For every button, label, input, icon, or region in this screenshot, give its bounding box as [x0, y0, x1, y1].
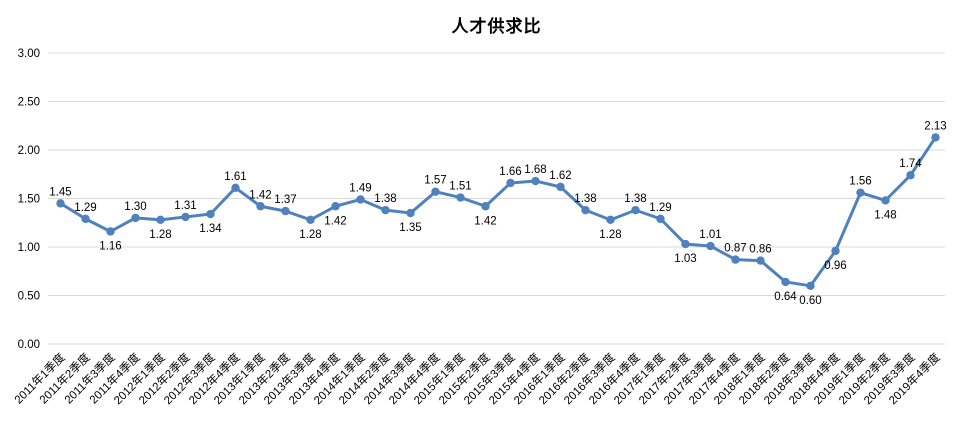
- data-point-label: 1.28: [599, 229, 621, 241]
- data-point-label: 1.42: [474, 215, 496, 227]
- data-point-marker: [156, 215, 165, 225]
- data-point-label: 1.28: [299, 229, 321, 241]
- data-point-marker: [506, 178, 515, 188]
- data-point-marker: [556, 182, 565, 192]
- data-point-label: 1.37: [274, 194, 296, 206]
- data-point-marker: [206, 209, 215, 219]
- data-point-marker: [781, 277, 790, 287]
- data-point-label: 1.34: [199, 223, 222, 235]
- data-point-label: 1.38: [574, 193, 596, 205]
- chart-title: 人才供求比: [451, 17, 542, 36]
- data-point-marker: [881, 196, 890, 205]
- data-point-marker: [656, 214, 665, 224]
- data-point-label: 0.86: [749, 244, 771, 256]
- data-point-label: 1.66: [499, 166, 521, 178]
- data-point-label: 1.38: [624, 193, 646, 205]
- data-point-marker: [256, 202, 265, 211]
- data-point-marker: [131, 213, 140, 223]
- data-point-marker: [481, 202, 490, 211]
- data-point-label: 1.61: [224, 171, 246, 183]
- data-point-label: 1.45: [49, 186, 71, 198]
- data-point-label: 1.29: [74, 202, 96, 214]
- y-axis-tick-label: 0.50: [18, 291, 40, 303]
- data-point-label: 1.35: [399, 222, 421, 234]
- y-axis-tick-label: 2.50: [18, 97, 40, 109]
- data-point-marker: [406, 208, 415, 218]
- data-point-marker: [331, 202, 340, 211]
- data-point-marker: [356, 195, 365, 204]
- data-point-marker: [806, 281, 815, 290]
- data-point-label: 1.03: [674, 253, 696, 265]
- data-point-marker: [306, 215, 315, 225]
- y-axis-tick-label: 3.00: [18, 48, 40, 60]
- data-point-label: 1.62: [549, 170, 571, 182]
- data-point-label: 1.42: [324, 215, 346, 227]
- y-axis-tick-label: 1.50: [18, 194, 40, 206]
- data-point-marker: [431, 187, 440, 196]
- data-point-label: 1.30: [124, 201, 146, 213]
- data-point-label: 1.29: [649, 202, 671, 214]
- data-point-label: 1.16: [99, 240, 121, 252]
- data-point-label: 1.31: [174, 200, 196, 212]
- data-point-marker: [181, 212, 190, 222]
- data-point-marker: [631, 205, 640, 215]
- data-point-marker: [381, 205, 390, 215]
- data-point-marker: [56, 199, 65, 208]
- y-axis-tick-label: 0.00: [18, 339, 40, 351]
- data-point-label: 0.96: [824, 260, 846, 272]
- data-point-marker: [531, 176, 540, 186]
- data-point-marker: [606, 215, 615, 225]
- data-point-label: 0.60: [799, 295, 821, 307]
- data-point-label: 1.74: [899, 158, 922, 170]
- data-point-marker: [756, 256, 765, 265]
- data-point-label: 1.49: [349, 182, 371, 194]
- data-point-label: 1.68: [524, 164, 546, 176]
- y-axis-tick-label: 2.00: [18, 145, 40, 157]
- data-point-label: 1.57: [424, 175, 446, 187]
- data-point-marker: [231, 183, 240, 193]
- data-point-marker: [456, 193, 465, 202]
- data-point-marker: [281, 206, 290, 216]
- data-point-marker: [81, 214, 90, 224]
- data-point-label: 2.13: [924, 120, 946, 132]
- data-point-label: 0.87: [724, 243, 746, 255]
- y-axis-tick-label: 1.00: [18, 242, 40, 254]
- data-point-label: 1.38: [374, 193, 396, 205]
- data-point-label: 1.28: [149, 229, 171, 241]
- data-point-marker: [831, 246, 840, 256]
- data-point-marker: [856, 188, 865, 197]
- data-point-label: 1.01: [699, 229, 721, 241]
- data-point-marker: [706, 241, 715, 251]
- data-point-marker: [106, 227, 115, 236]
- data-point-label: 0.64: [774, 291, 797, 303]
- data-point-marker: [906, 171, 915, 180]
- data-point-label: 1.56: [849, 176, 871, 188]
- data-point-marker: [731, 255, 740, 264]
- data-point-label: 1.51: [449, 181, 471, 193]
- data-point-label: 1.48: [874, 209, 896, 221]
- data-point-label: 1.42: [249, 189, 271, 201]
- data-point-marker: [581, 205, 590, 215]
- data-point-marker: [931, 133, 940, 142]
- data-point-marker: [681, 239, 690, 249]
